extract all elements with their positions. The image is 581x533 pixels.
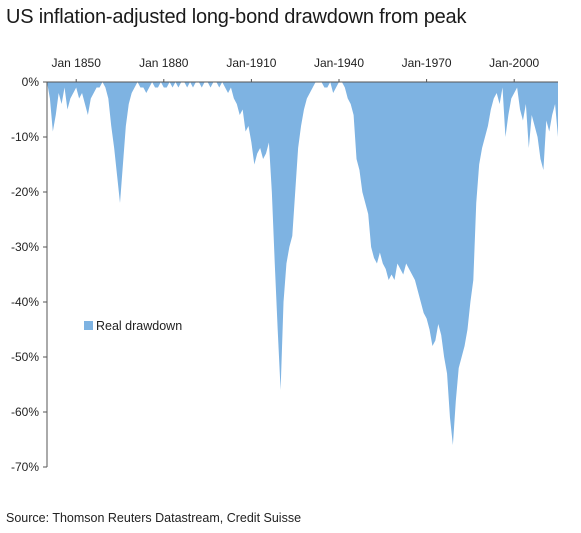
y-tick-label: -60% — [11, 405, 39, 419]
series-area-0 — [47, 82, 558, 445]
x-tick-label: Jan-1910 — [226, 56, 276, 70]
y-tick-label: -40% — [11, 295, 39, 309]
legend: Real drawdown — [84, 319, 182, 333]
x-tick-label: Jan-1940 — [314, 56, 364, 70]
x-tick-label: Jan 1880 — [139, 56, 189, 70]
axis-layer — [46, 81, 558, 467]
y-tick-label: -20% — [11, 185, 39, 199]
legend-label: Real drawdown — [96, 319, 182, 333]
y-tick-label: -30% — [11, 240, 39, 254]
x-tick-label: Jan-2000 — [489, 56, 539, 70]
y-tick-label: -70% — [11, 460, 39, 474]
y-tick-label: -50% — [11, 350, 39, 364]
source-note: Source: Thomson Reuters Datastream, Cred… — [6, 511, 302, 525]
y-tick-label: -10% — [11, 130, 39, 144]
area-layer — [47, 82, 558, 445]
x-tick-label: Jan 1850 — [52, 56, 102, 70]
tick-layer: 0% -10% -20% -30% -40% -50% -60% -70% Jan 1850 Ja… — [11, 56, 540, 474]
chart-title: US inflation-adjusted long-bond drawdown… — [6, 6, 467, 28]
x-tick-label: Jan-1970 — [402, 56, 452, 70]
y-tick-label: 0% — [22, 75, 40, 89]
legend-swatch — [84, 321, 93, 330]
